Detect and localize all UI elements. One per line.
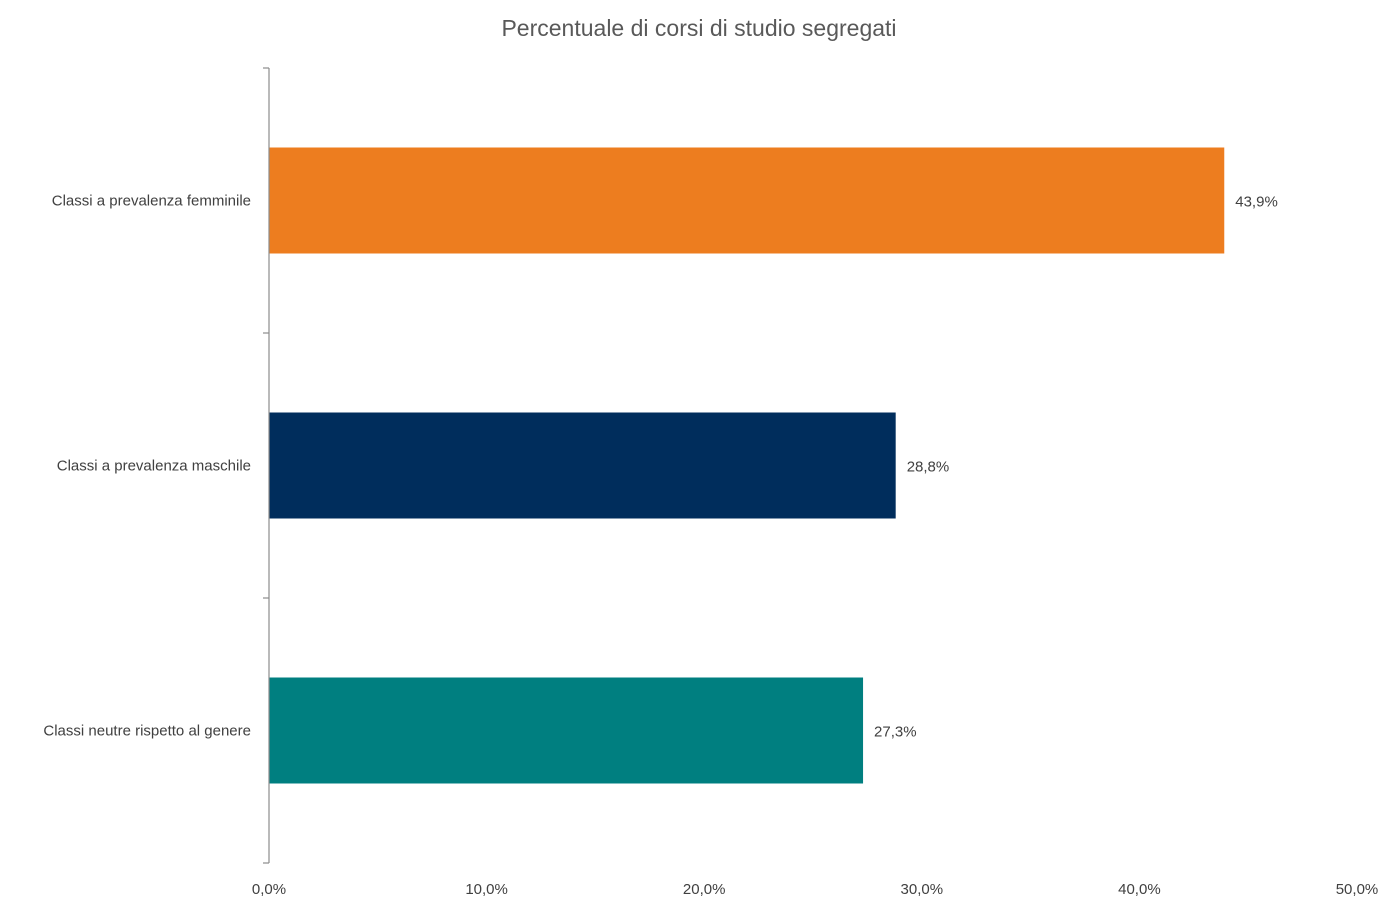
labels-layer: Classi a prevalenza femminile 43,9% Classi… xyxy=(43,193,1378,899)
x-tick-label: 50,0% xyxy=(1336,881,1379,898)
bars-layer xyxy=(269,147,1225,784)
chart-title: Percentuale di corsi di studio segregati xyxy=(501,15,896,41)
x-tick-label: 0,0% xyxy=(252,881,286,898)
category-label-classi-neutre-rispetto-al-genere: Classi neutre rispetto al genere xyxy=(43,723,251,740)
data-label-classi-a-prevalenza-maschile: 28,8% xyxy=(907,459,950,476)
x-tick-label: 30,0% xyxy=(901,881,944,898)
x-tick-label: 40,0% xyxy=(1118,881,1161,898)
x-tick-label: 10,0% xyxy=(465,881,508,898)
category-label-classi-a-prevalenza-femminile: Classi a prevalenza femminile xyxy=(52,193,251,210)
x-tick-label: 20,0% xyxy=(683,881,726,898)
data-label-classi-neutre-rispetto-al-genere: 27,3% xyxy=(874,724,917,741)
bar-classi-a-prevalenza-maschile xyxy=(269,412,896,519)
bar-classi-a-prevalenza-femminile xyxy=(269,147,1225,254)
axis-layer xyxy=(263,67,270,864)
data-label-classi-a-prevalenza-femminile: 43,9% xyxy=(1235,194,1278,211)
bar-classi-neutre-rispetto-al-genere xyxy=(269,677,864,784)
category-label-classi-a-prevalenza-maschile: Classi a prevalenza maschile xyxy=(57,458,251,475)
